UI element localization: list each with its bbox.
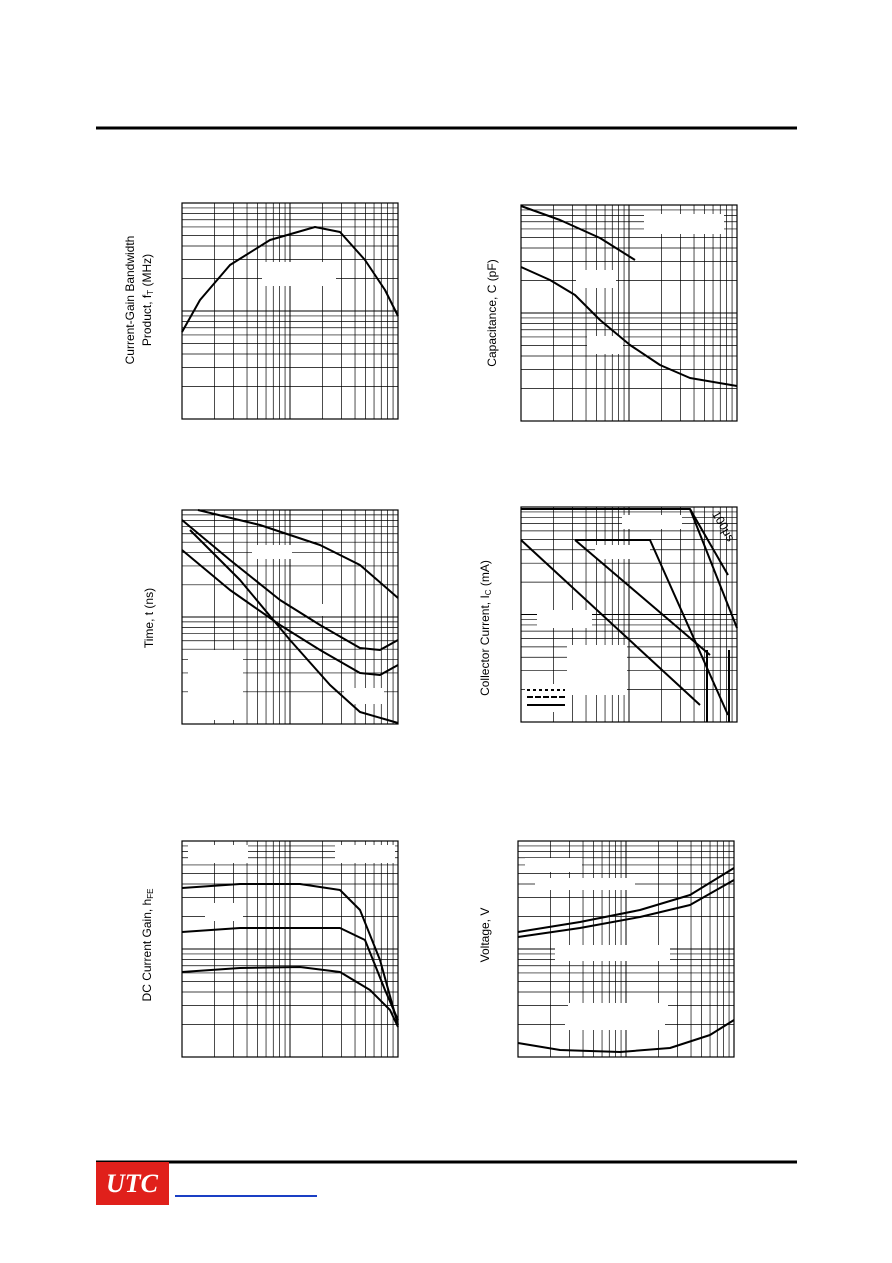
label-patch bbox=[555, 945, 670, 961]
curve bbox=[181, 966, 399, 1028]
label-patch bbox=[568, 1003, 668, 1021]
label-patch bbox=[188, 845, 248, 863]
curve bbox=[575, 539, 729, 716]
y-axis-label: DC Current Gain, hFE bbox=[140, 889, 155, 1002]
plot-frame bbox=[181, 202, 399, 420]
label-patch bbox=[537, 610, 592, 628]
curve bbox=[189, 529, 399, 724]
graph: DC Current Gain, hFE bbox=[140, 840, 399, 1058]
plot-frame bbox=[520, 204, 738, 422]
graph: Voltage, V bbox=[478, 840, 735, 1058]
graph: Time, t (ns) bbox=[142, 509, 399, 725]
label-text: DC Current Gain, h bbox=[140, 899, 154, 1002]
label-patch bbox=[525, 858, 582, 872]
label-patch bbox=[188, 650, 243, 720]
curve bbox=[517, 867, 735, 933]
label-text: Current-Gain Bandwidth bbox=[123, 236, 137, 365]
curve bbox=[181, 226, 399, 333]
curve bbox=[181, 549, 399, 676]
y-axis-label: Time, t (ns) bbox=[142, 588, 156, 648]
label-text: Product, f bbox=[140, 294, 154, 346]
label-patch bbox=[252, 545, 292, 559]
y-axis-label: Product, fT (MHz) bbox=[140, 254, 155, 346]
label-text: Time, t (ns) bbox=[142, 588, 156, 648]
curve bbox=[181, 927, 399, 1021]
y-axis-label: Current-Gain Bandwidth bbox=[123, 236, 137, 365]
curve bbox=[520, 266, 738, 387]
label-patch bbox=[644, 214, 724, 234]
label-patch bbox=[335, 845, 395, 863]
label-patch bbox=[296, 604, 334, 616]
label-text: Voltage, V bbox=[478, 908, 492, 963]
plot-frame bbox=[181, 840, 399, 1058]
label-subscript: T bbox=[146, 290, 155, 295]
logo-text: UTC bbox=[106, 1169, 159, 1198]
label-patch bbox=[262, 262, 336, 286]
label-patch bbox=[205, 903, 243, 921]
curve bbox=[520, 205, 636, 261]
y-axis-label: Collector Current, IC (mA) bbox=[478, 560, 493, 696]
y-axis-label: Capacitance, C (pF) bbox=[485, 259, 499, 366]
label-patch bbox=[622, 515, 682, 529]
curve bbox=[181, 519, 399, 651]
label-patch bbox=[565, 1020, 665, 1030]
plot-frame bbox=[520, 506, 738, 723]
y-axis-label: Voltage, V bbox=[478, 908, 492, 963]
label-patch bbox=[595, 545, 650, 559]
label-patch bbox=[535, 878, 635, 890]
graph: Capacitance, C (pF) bbox=[485, 204, 738, 422]
curve bbox=[574, 539, 711, 656]
curve bbox=[520, 539, 701, 706]
curve bbox=[517, 1019, 735, 1053]
label-patch bbox=[344, 688, 384, 704]
graph: Current-Gain Bandwidth Product, fT (MHz) bbox=[123, 202, 399, 420]
curve bbox=[197, 509, 399, 599]
label-subscript: C bbox=[484, 589, 493, 595]
curve bbox=[689, 508, 729, 576]
label-text: (MHz) bbox=[140, 254, 154, 290]
label-patch bbox=[567, 645, 627, 695]
label-text: Capacitance, C (pF) bbox=[485, 259, 499, 366]
curve bbox=[517, 879, 735, 938]
label-text: (mA) bbox=[478, 560, 492, 589]
logo-box bbox=[96, 1162, 169, 1205]
curve bbox=[181, 883, 399, 1026]
label-patch bbox=[576, 270, 616, 288]
plot-frame bbox=[181, 509, 399, 725]
label-text: Collector Current, I bbox=[478, 595, 492, 696]
label-patch bbox=[587, 336, 623, 354]
plot-frame bbox=[517, 840, 735, 1058]
label-subscript: FE bbox=[146, 889, 155, 899]
